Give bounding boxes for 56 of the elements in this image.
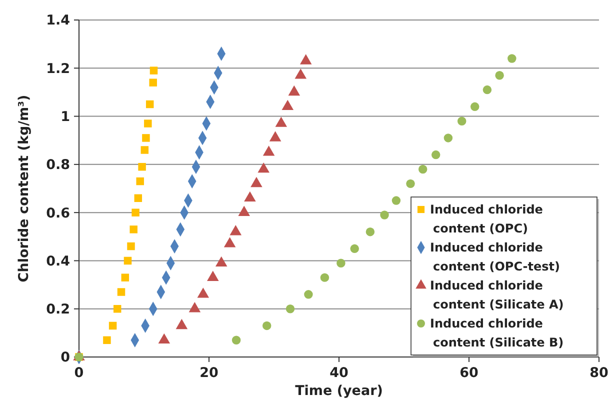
x-axis-title: Time (year) <box>295 383 383 399</box>
point <box>232 336 241 345</box>
y-tick-label: 0.4 <box>46 253 70 270</box>
y-tick-label: 0.2 <box>46 302 70 318</box>
point <box>134 194 142 202</box>
point <box>117 288 126 296</box>
point <box>140 146 149 154</box>
point <box>495 71 504 80</box>
point <box>336 258 346 268</box>
point <box>304 290 313 299</box>
point <box>124 256 132 265</box>
point <box>392 196 401 205</box>
y-tick-label: 1.2 <box>46 60 70 77</box>
point <box>138 162 146 171</box>
x-tick-label: 0 <box>74 365 84 381</box>
y-tick-label: 0.8 <box>46 157 70 174</box>
point <box>150 66 158 74</box>
point <box>350 244 359 254</box>
legend-label: Induced chloride content (OPC-test) <box>430 240 560 274</box>
point <box>142 134 150 142</box>
point <box>127 242 135 250</box>
point <box>366 227 375 236</box>
y-tick-label: 0 <box>60 350 70 366</box>
legend-label: Induced chloride content (Silicate B) <box>430 316 564 350</box>
point <box>457 116 466 126</box>
y-tick-label: 1.4 <box>46 12 70 29</box>
point <box>286 304 295 314</box>
point <box>113 304 122 313</box>
x-tick-label: 60 <box>460 365 478 381</box>
x-tick-label: 40 <box>330 365 348 381</box>
legend-label: Induced chloride content (OPC) <box>430 202 543 236</box>
y-tick-label: 0.6 <box>46 205 70 222</box>
point <box>482 85 492 94</box>
point <box>108 322 117 330</box>
point <box>320 273 330 282</box>
y-axis-title: Chloride content (kg/m³) <box>16 94 32 282</box>
x-tick-label: 80 <box>590 365 608 381</box>
point <box>431 150 440 160</box>
y-tick-label: 1 <box>60 109 70 126</box>
point <box>444 134 453 142</box>
point <box>132 208 140 216</box>
point <box>103 336 111 344</box>
point <box>146 100 154 108</box>
point <box>130 226 138 234</box>
legend-label: Induced chloride content (Silicate A) <box>430 278 564 312</box>
point <box>508 54 516 63</box>
point <box>121 274 130 282</box>
point <box>470 102 480 112</box>
point <box>136 177 144 186</box>
point <box>406 179 415 188</box>
point <box>149 78 157 86</box>
point <box>380 210 389 220</box>
point <box>144 120 152 128</box>
point <box>262 321 272 330</box>
point <box>418 164 428 174</box>
x-tick-label: 20 <box>200 365 218 381</box>
